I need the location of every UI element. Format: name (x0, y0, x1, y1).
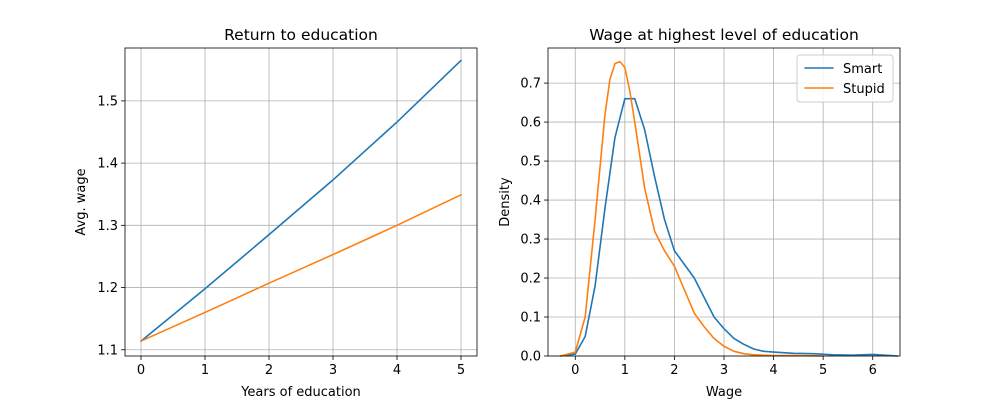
series-line-stupid (559, 60, 824, 357)
x-tick-label: 3 (329, 363, 337, 378)
y-tick-label: 1.3 (97, 219, 118, 234)
x-tick-label: 1 (201, 363, 209, 378)
x-tick-label: 6 (869, 363, 877, 378)
x-tick-label: 0 (137, 363, 145, 378)
chart-wage-density: Wage at highest level of education 0 1 2 3 4… (498, 26, 901, 400)
x-axis-label: Wage (706, 385, 742, 400)
y-tick-label: 0.1 (520, 311, 541, 326)
y-tick-label: 1.2 (97, 281, 118, 296)
legend-label-stupid: Stupid (843, 82, 885, 97)
chart-title: Wage at highest level of education (589, 26, 859, 44)
chart-return-to-education: Return to education 0 1 2 3 4 5 1.1 1.2 1.3 1.4 1.… (74, 26, 478, 400)
plot-frame (124, 47, 478, 357)
chart-title: Return to education (224, 26, 378, 44)
y-tick-label: 0.6 (520, 116, 541, 131)
y-tick-label: 1.1 (97, 343, 118, 358)
x-tick-label: 3 (720, 363, 728, 378)
y-tick-label: 0.7 (520, 77, 541, 92)
y-tick-label: 0.3 (520, 233, 541, 248)
legend: Smart Stupid (796, 54, 894, 103)
y-axis-label: Density (498, 177, 513, 227)
series-line-smart (559, 97, 899, 357)
y-tick-label: 1.5 (97, 94, 118, 109)
x-tick-label: 4 (393, 363, 401, 378)
x-tick-label: 5 (457, 363, 465, 378)
y-tick-label: 0.2 (520, 272, 541, 287)
y-axis-label: Avg. wage (74, 168, 89, 235)
y-tick-label: 0.4 (520, 194, 541, 209)
x-axis-label: Years of education (240, 385, 361, 400)
y-tick-label: 0.5 (520, 155, 541, 170)
legend-label-smart: Smart (843, 62, 882, 77)
legend-frame (796, 54, 894, 103)
x-tick-label: 4 (769, 363, 777, 378)
series-line-0 (140, 59, 462, 342)
x-tick-label: 0 (571, 363, 579, 378)
x-tick-label: 1 (621, 363, 629, 378)
x-tick-label: 2 (265, 363, 273, 378)
x-tick-label: 5 (819, 363, 827, 378)
y-tick-label: 0.0 (520, 350, 541, 365)
y-tick-label: 1.4 (97, 157, 118, 172)
series-line-1 (140, 194, 462, 342)
x-tick-label: 2 (670, 363, 678, 378)
